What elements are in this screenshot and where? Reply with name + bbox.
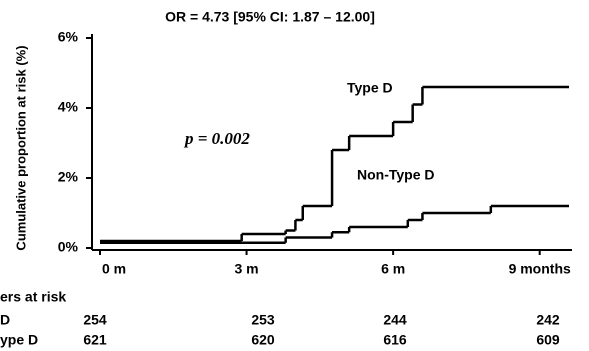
risk-title: ers at risk: [0, 289, 66, 305]
x-tick-label: 9 months: [509, 261, 571, 277]
y-tick-label: 6%: [58, 29, 79, 45]
risk-count: 620: [251, 332, 275, 348]
y-tick-label: 0%: [58, 239, 79, 255]
p-value: p = 0.002: [183, 129, 250, 148]
risk-count: 621: [83, 332, 107, 348]
risk-count: 242: [536, 312, 560, 328]
x-tick-label: 6 m: [381, 261, 405, 277]
x-tick-label: 3 m: [235, 261, 259, 277]
risk-count: 609: [536, 332, 560, 348]
series-label: Type D: [347, 80, 393, 96]
risk-count: 616: [383, 332, 407, 348]
risk-count: 244: [383, 312, 407, 328]
y-axis-label: Cumulative proportion at risk (%): [13, 45, 28, 250]
y-tick-label: 2%: [58, 169, 79, 185]
risk-count: 254: [83, 312, 107, 328]
series-label: Non-Type D: [357, 167, 435, 183]
risk-row-label: D: [0, 312, 10, 328]
risk-row-label: ype D: [0, 332, 38, 348]
x-tick-label: 0 m: [102, 261, 126, 277]
chart-title: OR = 4.73 [95% CI: 1.87 – 12.00]: [165, 9, 375, 25]
y-tick-label: 4%: [58, 99, 79, 115]
risk-count: 253: [251, 312, 275, 328]
